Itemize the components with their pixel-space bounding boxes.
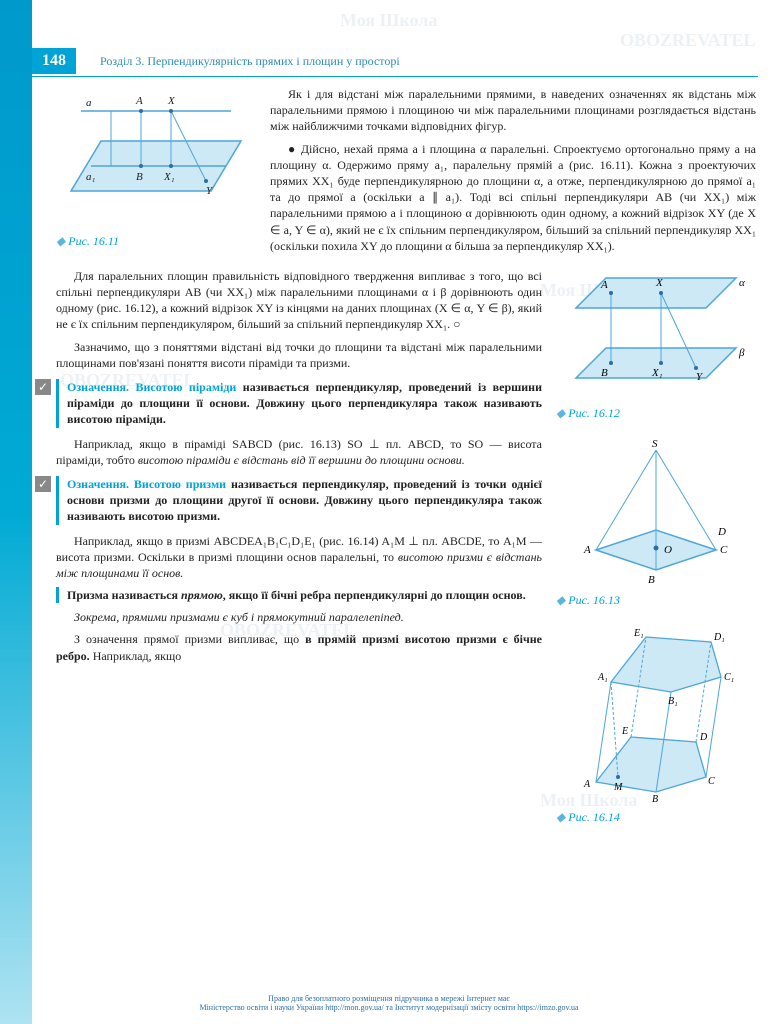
svg-text:C: C — [708, 776, 715, 787]
svg-text:B: B — [601, 367, 608, 379]
chapter-title: Розділ 3. Перпендикулярність прямих і пл… — [100, 54, 400, 69]
svg-text:D: D — [717, 526, 726, 538]
definition-label: Означення. — [67, 477, 134, 491]
definition-prism-height: ✓ Означення. Висотою призми називається … — [56, 476, 542, 525]
svg-text:O: O — [664, 544, 672, 556]
svg-text:A: A — [600, 279, 608, 291]
footer-line: Міністерство освіти і науки України http… — [0, 1003, 778, 1012]
svg-text:A: A — [583, 544, 591, 556]
figure-caption: Рис. 16.13 — [556, 593, 756, 608]
footer: Право для безоплатного розміщення підруч… — [0, 994, 778, 1012]
check-icon: ✓ — [35, 476, 51, 492]
svg-text:M: M — [613, 782, 623, 793]
figure-16-13: S A B C D O Рис. 16.13 — [556, 435, 756, 608]
svg-text:A₁: A₁ — [597, 672, 608, 683]
highlighted-statement: Призма називається прямою, якщо її бічні… — [56, 587, 542, 603]
paragraph: Для паралельних площин правильність відп… — [56, 268, 542, 333]
svg-text:D: D — [699, 732, 708, 743]
paragraph: Наприклад, якщо в піраміді SABCD (рис. 1… — [56, 436, 542, 468]
definition-term: Висотою піраміди — [135, 380, 242, 394]
svg-text:E₁: E₁ — [633, 628, 644, 639]
header-rule — [32, 76, 758, 77]
paragraph: Наприклад, якщо в призмі ABCDEA₁B₁C₁D₁E₁… — [56, 533, 542, 582]
figure-16-14: A B C D E A₁ B₁ C₁ D₁ E₁ M Рис. 16.14 — [556, 622, 756, 825]
page-number: 148 — [32, 48, 76, 74]
page-content: a A X a₁ B X₁ Y Рис. 16.11 Як і для відс… — [56, 86, 756, 833]
svg-text:B: B — [648, 574, 655, 585]
left-accent-strip — [0, 0, 32, 1024]
paragraph: Як і для відстані між паралельними прями… — [270, 86, 756, 135]
figure-caption: Рис. 16.12 — [556, 406, 756, 421]
svg-text:a: a — [86, 97, 92, 109]
svg-text:E: E — [621, 726, 628, 737]
definition-label: Означення. — [67, 380, 135, 394]
svg-text:S: S — [652, 438, 658, 450]
figure-caption: Рис. 16.11 — [56, 234, 256, 249]
svg-text:X₁: X₁ — [651, 367, 663, 379]
svg-text:A: A — [583, 779, 591, 790]
svg-text:B₁: B₁ — [668, 696, 678, 707]
paragraph: Зокрема, прямими призмами є куб і прямок… — [56, 609, 542, 625]
figure-16-11: a A X a₁ B X₁ Y Рис. 16.11 — [56, 86, 256, 260]
svg-text:X: X — [167, 95, 176, 107]
figure-16-12: A X α B X₁ Y β Рис. 16.12 — [556, 268, 756, 421]
footer-line: Право для безоплатного розміщення підруч… — [0, 994, 778, 1003]
svg-text:D₁: D₁ — [713, 632, 725, 643]
svg-text:a₁: a₁ — [86, 171, 96, 183]
svg-text:β: β — [738, 347, 745, 359]
svg-text:B: B — [652, 794, 658, 802]
svg-text:B: B — [136, 171, 143, 183]
svg-text:X₁: X₁ — [163, 171, 175, 183]
svg-text:α: α — [739, 277, 745, 289]
watermark: OBOZREVATEL — [620, 30, 755, 51]
svg-text:C: C — [720, 544, 728, 556]
definition-term: Висотою призми — [134, 477, 231, 491]
paragraph: Зазначимо, що з поняттями відстані від т… — [56, 339, 542, 371]
svg-text:A: A — [135, 95, 143, 107]
figure-caption: Рис. 16.14 — [556, 810, 756, 825]
check-icon: ✓ — [35, 379, 51, 395]
svg-text:C₁: C₁ — [724, 672, 734, 683]
svg-text:X: X — [655, 277, 664, 289]
paragraph: Дійсно, нехай пряма a і площина α парале… — [270, 141, 756, 254]
paragraph: З означення прямої призми випливає, що в… — [56, 631, 542, 663]
watermark: Моя Школа — [340, 10, 437, 31]
definition-pyramid-height: ✓ Означення. Висотою піраміди називаєтьс… — [56, 379, 542, 428]
